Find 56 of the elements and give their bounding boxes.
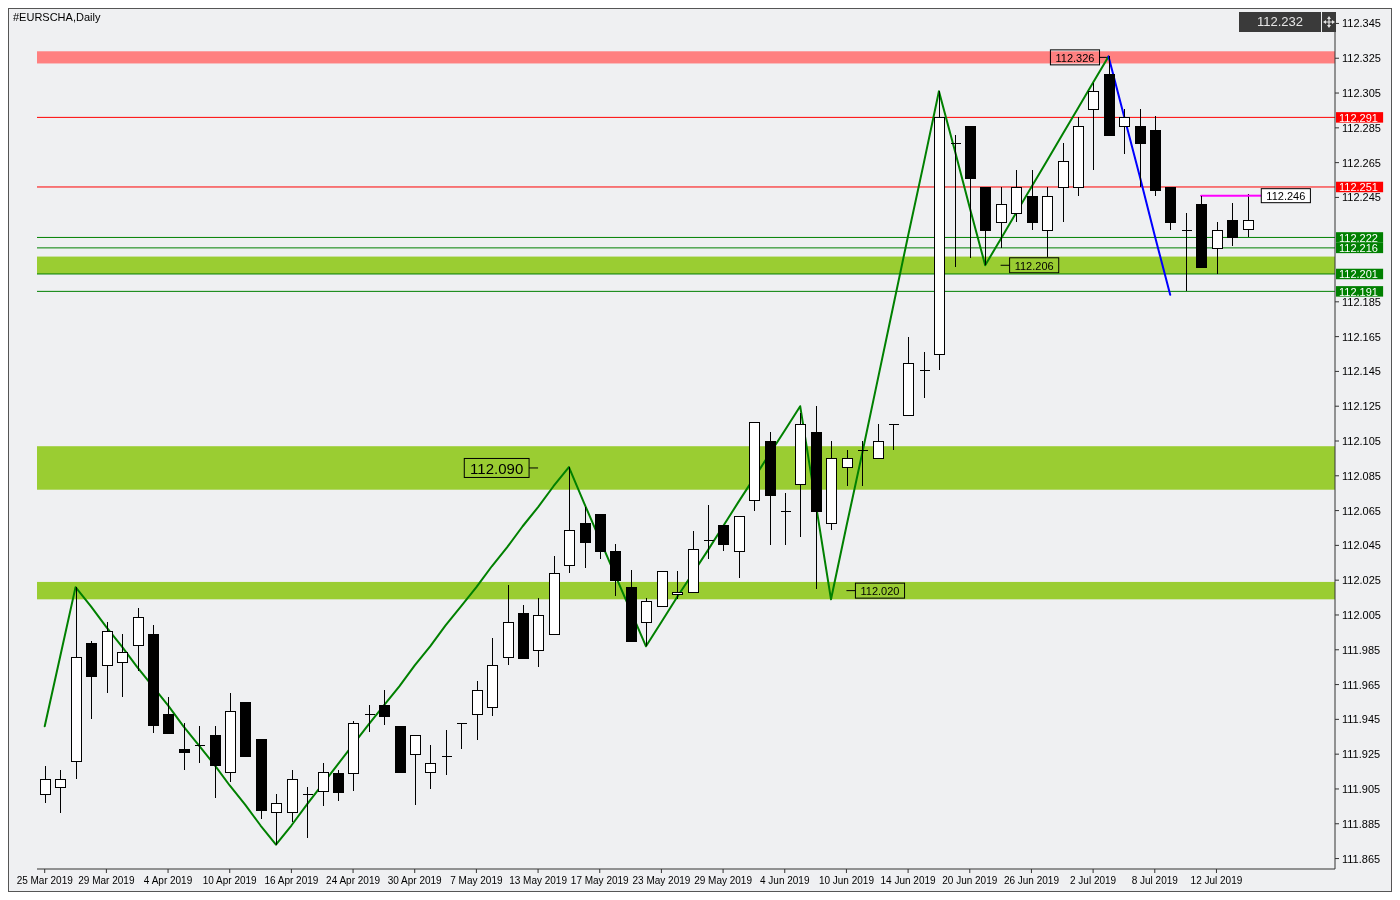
y-tick-label: 111.945 xyxy=(1342,713,1381,726)
y-tick-label: 112.345 xyxy=(1342,17,1381,30)
ref-line-label: 112.251 xyxy=(1339,181,1378,194)
y-tick-label: 112.145 xyxy=(1342,365,1381,378)
x-tick-label: 12 Jul 2019 xyxy=(1190,875,1243,886)
y-tick-label: 111.965 xyxy=(1342,678,1381,691)
ref-line-label: 112.222 xyxy=(1339,231,1378,244)
y-tick-label: 111.985 xyxy=(1342,643,1381,656)
band-label: 112.090 xyxy=(470,459,524,477)
x-tick-label: 14 Jun 2019 xyxy=(880,875,937,886)
chart-title: #EURSCHA,Daily xyxy=(13,11,101,23)
x-tick-label: 13 May 2019 xyxy=(509,875,568,886)
text: 112.232 xyxy=(1239,12,1321,32)
ref-line-label: 112.216 xyxy=(1339,242,1378,255)
legend-label: 112.246 xyxy=(1266,190,1306,203)
x-tick-label: 30 Apr 2019 xyxy=(387,875,443,886)
y-tick-label: 112.165 xyxy=(1342,330,1381,343)
y-tick-label: 111.865 xyxy=(1342,852,1381,865)
x-tick-label: 4 Jun 2019 xyxy=(760,875,810,886)
ref-line-label: 112.191 xyxy=(1339,285,1378,298)
y-tick-label: 111.885 xyxy=(1342,817,1381,830)
x-tick-label: 10 Jun 2019 xyxy=(818,875,875,886)
y-tick-label: 112.025 xyxy=(1342,574,1381,587)
y-tick-label: 112.045 xyxy=(1342,539,1381,552)
x-tick-label: 8 Jul 2019 xyxy=(1131,875,1179,886)
band-label: 112.326 xyxy=(1055,51,1095,64)
y-tick-label: 112.065 xyxy=(1342,504,1381,517)
x-tick-label: 23 May 2019 xyxy=(632,875,691,886)
band-label: 112.020 xyxy=(860,585,900,598)
x-tick-label: 29 May 2019 xyxy=(694,875,753,886)
y-tick-label: 112.105 xyxy=(1342,435,1381,447)
ref-line-label: 112.201 xyxy=(1339,268,1378,281)
x-tick-label: 10 Apr 2019 xyxy=(202,875,258,886)
x-tick-label: 16 Apr 2019 xyxy=(264,875,319,886)
y-tick-label: 111.905 xyxy=(1342,782,1381,795)
y-tick-label: 112.245 xyxy=(1342,191,1381,204)
x-tick-label: 26 Jun 2019 xyxy=(1003,875,1060,886)
band-label: 112.206 xyxy=(1014,259,1054,272)
x-tick-label: 7 May 2019 xyxy=(450,875,503,886)
x-tick-label: 4 Apr 2019 xyxy=(143,875,193,886)
x-tick-label: 24 Apr 2019 xyxy=(326,875,381,886)
y-tick-label: 112.125 xyxy=(1342,400,1381,413)
y-tick-label: 111.925 xyxy=(1342,748,1381,761)
x-tick-label: 29 Mar 2019 xyxy=(78,875,135,886)
y-tick-label: 112.285 xyxy=(1342,121,1381,134)
x-tick-label: 2 Jul 2019 xyxy=(1070,875,1117,886)
x-tick-label: 25 Mar 2019 xyxy=(16,875,74,886)
y-tick-label: 112.005 xyxy=(1342,608,1381,621)
x-tick-label: 17 May 2019 xyxy=(570,875,630,886)
y-tick-label: 112.265 xyxy=(1342,156,1381,169)
y-tick-label: 112.085 xyxy=(1342,469,1381,482)
y-tick-label: 112.185 xyxy=(1342,295,1381,308)
ref-line-label: 112.291 xyxy=(1339,111,1378,124)
x-tick-label: 20 Jun 2019 xyxy=(942,875,998,886)
y-tick-label: 112.305 xyxy=(1342,87,1381,100)
y-tick-label: 112.325 xyxy=(1342,52,1381,65)
